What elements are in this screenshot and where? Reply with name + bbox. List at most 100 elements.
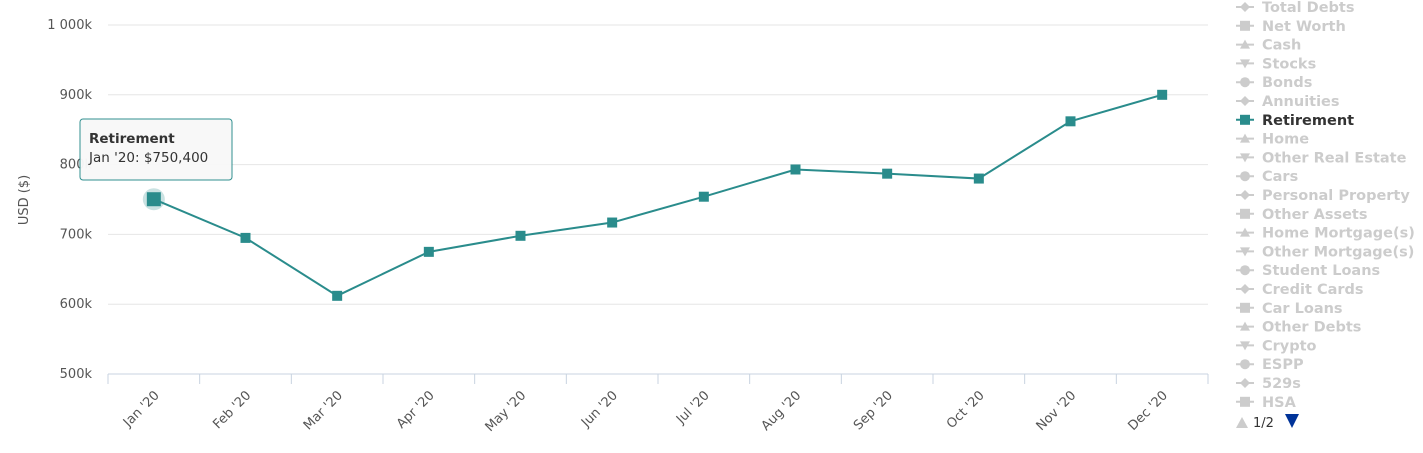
y-tick-label: 700k [60,227,93,242]
legend-item-label: Total Debts [1262,0,1354,16]
data-point[interactable] [973,173,984,184]
triangle-down-marker-icon [1240,341,1250,351]
legend-item[interactable]: Cars [1236,169,1298,185]
y-tick-label: 1 000k [47,18,92,33]
x-tick-label: Jun '20 [578,388,621,431]
legend-item[interactable]: Credit Cards [1236,282,1364,298]
tooltip-box [79,118,233,181]
triangle-marker-icon [1240,227,1250,237]
x-tick-label: Jul '20 [673,388,713,428]
legend-item[interactable]: Annuities [1236,94,1340,110]
data-point[interactable] [607,217,618,228]
tooltip: Retirement Jan '20: $750,400 [79,118,233,181]
legend-item-label: Home [1262,132,1309,148]
legend-item[interactable]: Total Debts [1236,0,1354,16]
legend-item-label: Cars [1262,169,1298,185]
x-tick-label: Mar '20 [301,388,346,433]
legend-item[interactable]: 529s [1236,376,1301,392]
x-tick-label: Oct '20 [944,388,988,432]
legend-item[interactable]: Bonds [1236,75,1312,91]
x-tick-label: Dec '20 [1125,388,1171,434]
tooltip-title: Retirement [89,131,175,147]
square-marker-icon [1240,302,1250,313]
legend-item[interactable]: Car Loans [1236,301,1343,317]
y-axis-title: USD ($) [17,175,32,225]
legend-item-label: Cash [1262,38,1301,54]
square-marker-icon [1240,114,1250,125]
square-marker-icon [1240,20,1250,31]
triangle-marker-icon [1240,133,1250,143]
legend-item[interactable]: Other Mortgage(s) [1236,244,1414,260]
legend-item[interactable]: Other Debts [1236,320,1361,336]
triangle-down-marker-icon [1240,59,1250,69]
legend-item[interactable]: HSA [1236,395,1297,411]
data-point[interactable] [423,246,434,257]
legend-item-label: Other Mortgage(s) [1262,244,1414,260]
series-retirement[interactable] [142,89,1168,301]
triangle-down-marker-icon [1240,247,1250,257]
data-point[interactable] [1065,116,1076,127]
legend-item-label: Other Real Estate [1262,150,1407,166]
x-tick-label: Sep '20 [851,388,896,433]
circle-marker-icon [1240,359,1250,370]
legend-item-label: 529s [1262,376,1301,392]
legend-item-label: Other Debts [1262,320,1361,336]
legend-item[interactable]: Student Loans [1236,263,1380,279]
x-tick-label: Apr '20 [394,388,438,432]
legend-item[interactable]: Cash [1236,38,1301,54]
circle-marker-icon [1240,265,1250,276]
legend-item[interactable]: Retirement [1236,113,1354,129]
legend-item[interactable]: Home [1236,132,1309,148]
grid-lines [108,24,1208,305]
legend-item-label: Retirement [1262,113,1354,129]
legend-item-label: Crypto [1262,338,1317,354]
diamond-marker-icon [1240,2,1250,12]
diamond-marker-icon [1240,378,1250,388]
series-line[interactable] [153,93,1163,297]
data-point[interactable] [332,290,343,301]
legend-item-label: Stocks [1262,56,1316,72]
legend-item[interactable]: Net Worth [1236,19,1346,35]
triangle-marker-icon [1240,321,1250,331]
triangle-marker-icon [1240,39,1250,49]
legend-page-down-icon[interactable] [1285,414,1299,428]
legend-item[interactable]: Stocks [1236,56,1316,72]
legend-pager-text: 1/2 [1253,416,1274,431]
legend-item-label: Personal Property [1262,188,1410,204]
legend-item[interactable]: Other Assets [1236,207,1368,223]
legend[interactable]: Total Debts Net Worth Cash Stocks Bonds Annui… [1236,0,1415,431]
legend-page-up-icon[interactable] [1236,417,1248,428]
x-tick-label: May '20 [483,388,530,435]
legend-item-label: Annuities [1262,94,1340,110]
diamond-marker-icon [1240,284,1250,294]
x-tick-label: Jan '20 [120,388,163,431]
circle-marker-icon [1240,171,1250,182]
x-tick-label: Feb '20 [210,388,254,432]
y-tick-label: 900k [60,88,93,103]
data-point[interactable] [515,230,526,241]
legend-item-label: Car Loans [1262,301,1343,317]
tooltip-text: Jan '20: $750,400 [88,150,208,166]
legend-item-label: Student Loans [1262,263,1380,279]
legend-item-label: HSA [1262,395,1297,411]
x-tick-label: Aug '20 [759,388,805,434]
data-point[interactable] [146,192,161,207]
legend-item[interactable]: Personal Property [1236,188,1410,204]
data-point[interactable] [698,191,709,202]
legend-item[interactable]: Other Real Estate [1236,150,1407,166]
x-tick-label: Nov '20 [1034,388,1080,434]
data-point[interactable] [790,164,801,175]
x-axis: Jan '20 Feb '20 Mar '20 Apr '20 May '20 Jun '… [107,373,1209,435]
square-marker-icon [1240,396,1250,407]
y-tick-label: 500k [60,367,93,382]
legend-item-label: ESPP [1262,357,1304,373]
legend-item[interactable]: ESPP [1236,357,1304,373]
data-point[interactable] [882,168,893,179]
legend-item[interactable]: Home Mortgage(s) [1236,226,1415,242]
triangle-down-marker-icon [1240,153,1250,163]
data-point[interactable] [1157,89,1168,100]
data-point[interactable] [240,232,251,243]
diamond-marker-icon [1240,190,1250,200]
legend-item[interactable]: Crypto [1236,338,1317,354]
